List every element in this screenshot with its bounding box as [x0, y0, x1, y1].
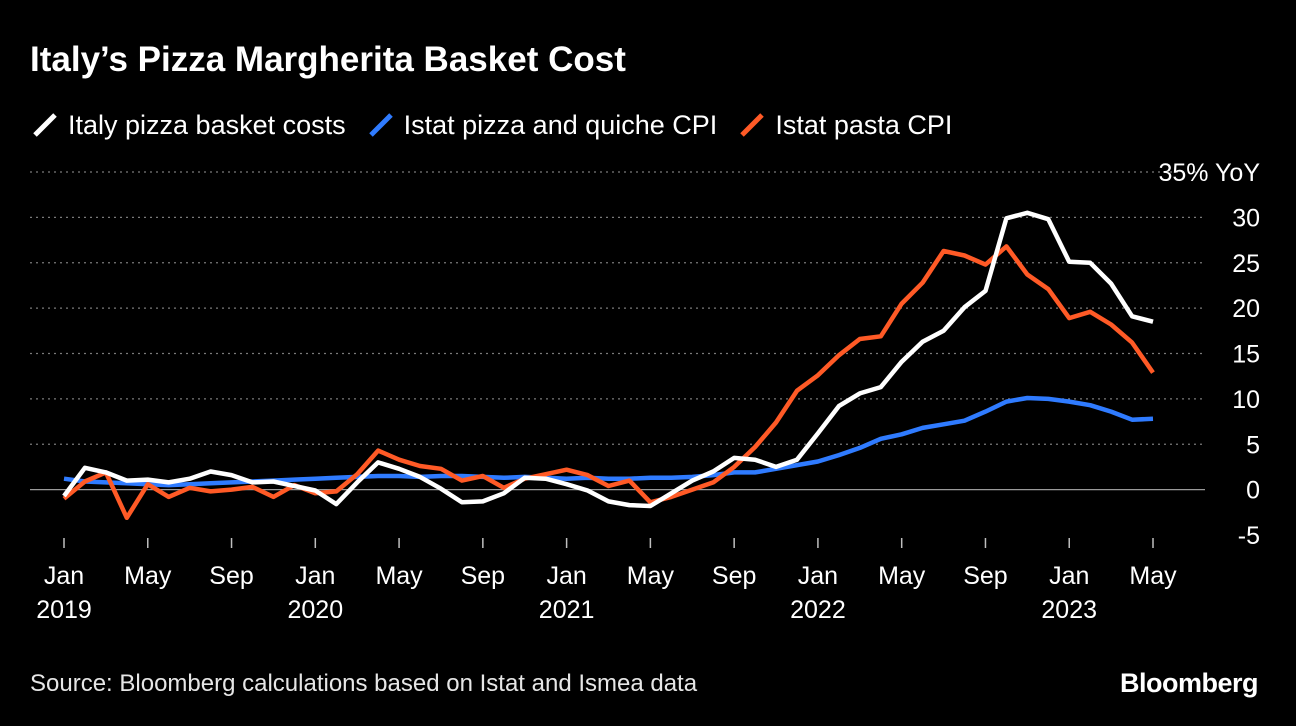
- legend-item-pizza-basket: Italy pizza basket costs: [30, 110, 346, 141]
- x-tick-label-13: May: [1129, 562, 1177, 590]
- series-line-italy-pizza-basket-costs: [62, 210, 1154, 509]
- series-line-istat-pasta-cpi: [62, 244, 1155, 521]
- y-tick-label-5: 10: [1232, 386, 1260, 414]
- series-line-istat-pizza-and-quiche-cpi: [63, 395, 1154, 488]
- x-tick-label-6: Jan: [546, 562, 586, 590]
- series-layer: [62, 210, 1155, 521]
- legend-item-pizza-quiche-cpi: Istat pizza and quiche CPI: [366, 109, 718, 141]
- grid-layer: [30, 171, 1205, 491]
- chart-title: Italy’s Pizza Margherita Basket Cost: [30, 40, 626, 79]
- x-tick-year-0: 2019: [36, 596, 92, 624]
- x-tick-label-8: Sep: [712, 562, 756, 590]
- source-note: Source: Bloomberg calculations based on …: [30, 670, 698, 697]
- x-tick-label-5: Sep: [461, 562, 505, 590]
- x-tick-label-10: May: [878, 562, 926, 590]
- legend-swatch-line-1: [368, 113, 393, 137]
- y-tick-label-6: 5: [1246, 431, 1260, 459]
- legend-swatch-white-slash-icon: [33, 113, 57, 137]
- y-tick-label-8: -5: [1238, 522, 1260, 550]
- y-tick-label-2: 25: [1232, 250, 1260, 278]
- x-tick-year-9: 2022: [790, 596, 846, 624]
- x-tick-label-3: Jan: [295, 562, 335, 590]
- legend-label-pizza-basket: Italy pizza basket costs: [68, 109, 346, 140]
- legend-swatch-line-0: [33, 113, 57, 137]
- legend-swatch-blue-slash-icon: [368, 113, 393, 137]
- x-tick-label-7: May: [627, 562, 675, 590]
- y-axis: 35% YoY 30 25 20 15 10 5 0 -5: [1159, 159, 1261, 550]
- x-axis: Jan 2019 May Sep Jan 2020 May Sep Jan 2021 May Sep J…: [36, 538, 1177, 624]
- legend-label-pasta-cpi: Istat pasta CPI: [775, 109, 953, 140]
- y-tick-label-4: 15: [1232, 341, 1260, 369]
- chart-legend: Italy pizza basket costs Istat pizza and…: [30, 107, 972, 143]
- bloomberg-logo: Bloomberg: [1119, 668, 1259, 698]
- x-tick-label-12: Jan: [1049, 562, 1089, 590]
- legend-item-pasta-cpi: Istat pasta CPI: [737, 110, 952, 141]
- x-tick-label-9: Jan: [798, 562, 838, 590]
- legend-swatch-line-2: [740, 113, 765, 137]
- x-tick-label-2: Sep: [209, 562, 253, 590]
- x-tick-year-12: 2023: [1041, 596, 1097, 624]
- y-tick-label-0: 35% YoY: [1159, 159, 1261, 187]
- x-tick-year-6: 2021: [539, 596, 595, 624]
- x-tick-label-1: May: [124, 562, 172, 590]
- y-tick-label-7: 0: [1246, 477, 1260, 505]
- x-tick-label-4: May: [375, 562, 423, 590]
- x-tick-year-3: 2020: [287, 596, 343, 624]
- x-tick-label-11: Sep: [963, 562, 1007, 590]
- y-tick-label-1: 30: [1232, 204, 1260, 232]
- x-tick-label-0: Jan: [44, 562, 84, 590]
- y-tick-label-3: 20: [1232, 295, 1260, 323]
- legend-label-pizza-quiche-cpi: Istat pizza and quiche CPI: [403, 109, 718, 140]
- legend-swatch-orange-slash-icon: [740, 113, 765, 137]
